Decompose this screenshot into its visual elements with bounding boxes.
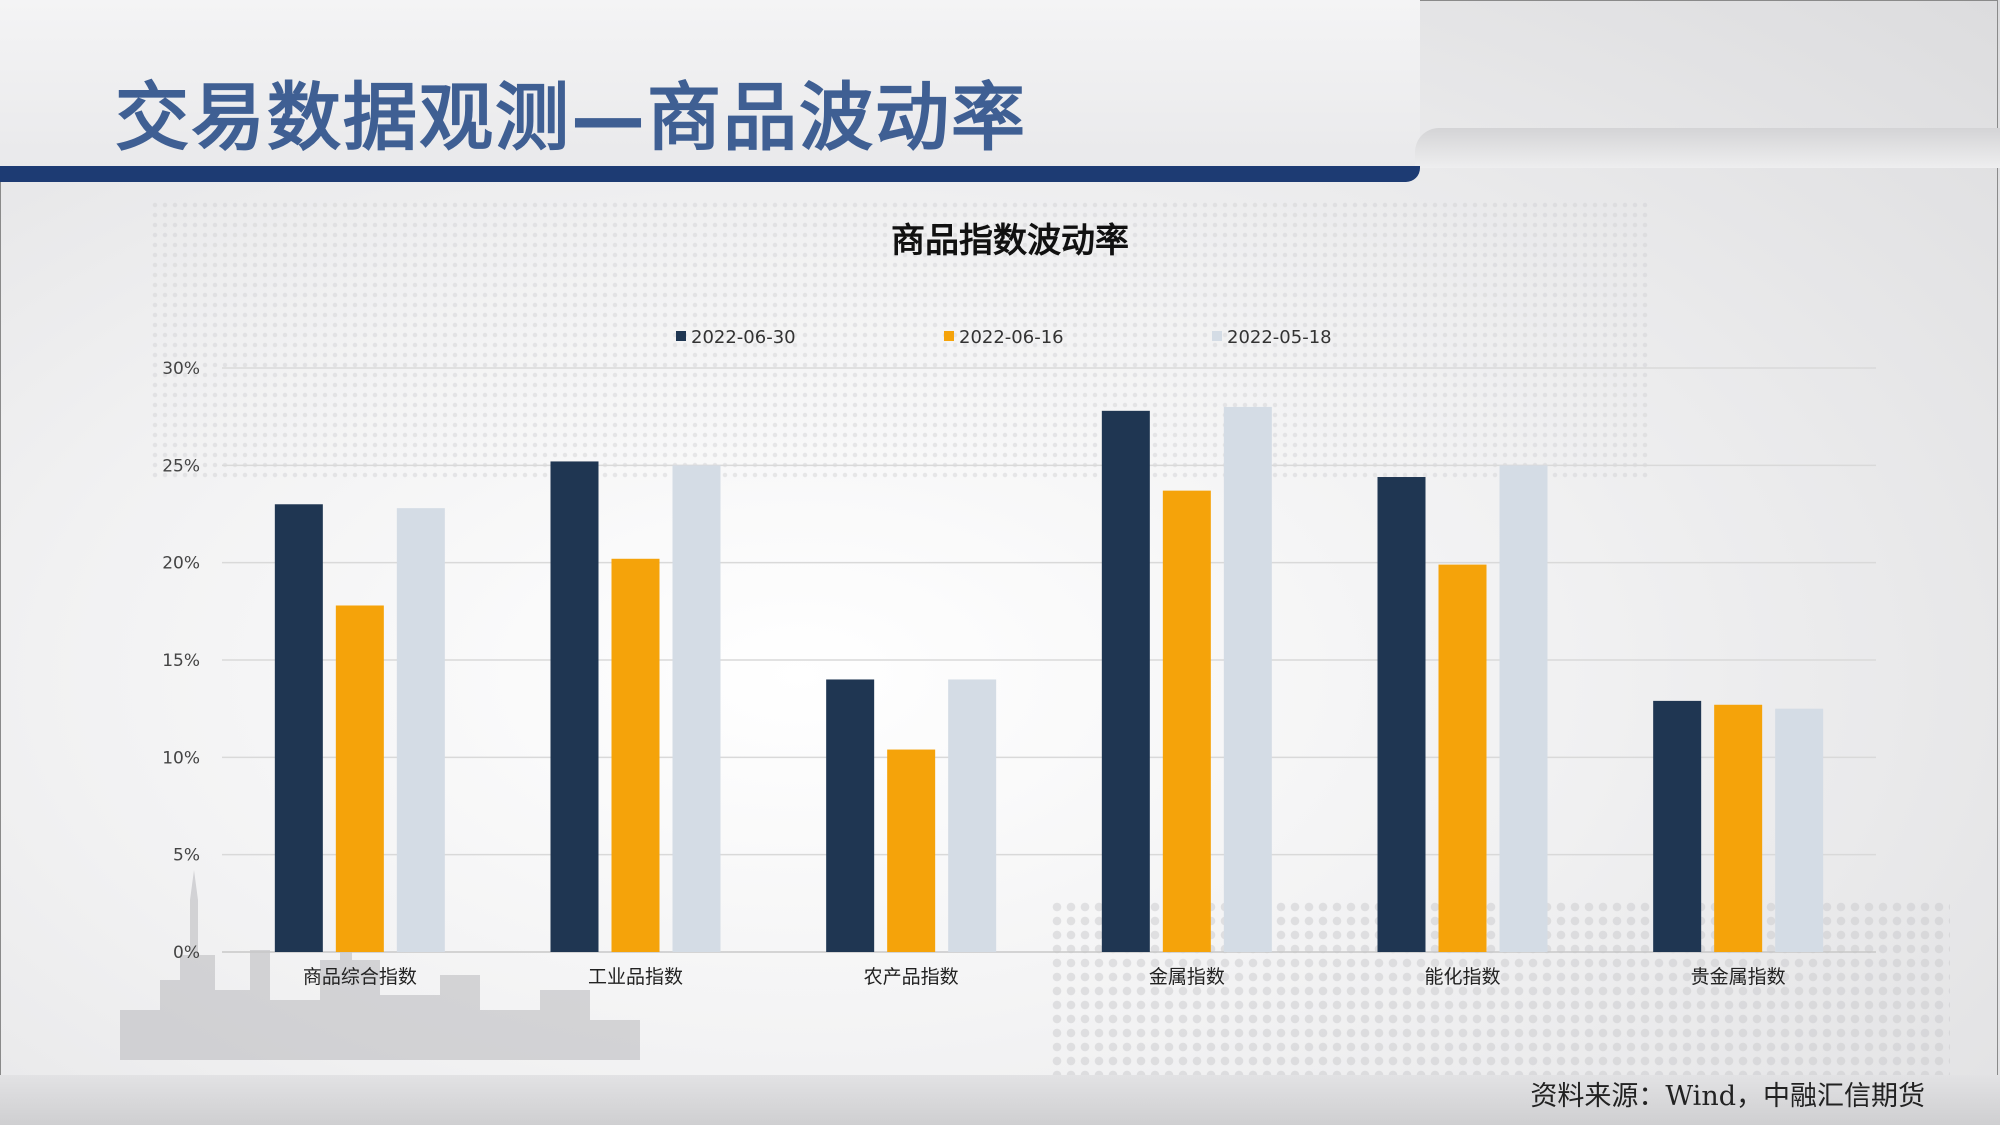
chart-bars <box>274 406 1824 952</box>
bar-2022-06-30 <box>826 679 875 952</box>
legend-label: 2022-06-16 <box>959 327 1064 348</box>
bar-2022-05-18 <box>396 508 445 952</box>
legend-swatch <box>676 331 686 341</box>
y-tick-label: 25% <box>162 456 200 476</box>
page-title: 交易数据观测—商品波动率 <box>115 75 1027 161</box>
x-tick-label: 农产品指数 <box>864 966 959 988</box>
y-tick-label: 0% <box>173 943 200 963</box>
y-tick-label: 10% <box>162 748 200 768</box>
x-tick-label: 能化指数 <box>1424 966 1500 988</box>
legend-swatch <box>944 331 954 341</box>
bar-2022-06-30 <box>1653 700 1702 952</box>
y-tick-label: 15% <box>162 651 200 671</box>
bar-2022-06-16 <box>335 605 384 952</box>
header-band <box>0 0 1420 168</box>
bar-2022-06-16 <box>887 749 936 952</box>
x-tick-label: 商品综合指数 <box>303 966 417 988</box>
legend-label: 2022-05-18 <box>1227 327 1332 348</box>
city-skyline-decoration <box>120 870 640 1060</box>
bar-2022-06-30 <box>1101 410 1150 952</box>
bar-2022-05-18 <box>1775 708 1824 952</box>
y-tick-label: 5% <box>173 846 200 866</box>
bar-2022-06-16 <box>1162 490 1211 952</box>
footer-band <box>0 1075 2000 1125</box>
bar-2022-06-16 <box>1438 564 1487 952</box>
bar-2022-06-30 <box>550 461 599 952</box>
chart-gridlines <box>222 367 1876 953</box>
bar-2022-05-18 <box>948 679 997 952</box>
x-tick-label: 工业品指数 <box>588 966 683 988</box>
header-accent-light <box>1415 128 2000 168</box>
legend-label: 2022-06-30 <box>691 327 796 348</box>
chart-legend: 2022-06-30 2022-06-16 2022-05-18 <box>676 327 1332 348</box>
bar-2022-06-16 <box>1714 704 1763 952</box>
y-axis: 0% 5% 10% 15% 20% 25% 30% <box>162 359 200 963</box>
bar-2022-05-18 <box>672 465 721 952</box>
x-tick-label: 金属指数 <box>1149 966 1225 988</box>
bar-2022-05-18 <box>1223 406 1272 952</box>
y-tick-label: 30% <box>162 359 200 379</box>
chart-title: 商品指数波动率 <box>891 221 1129 261</box>
bar-2022-05-18 <box>1499 465 1548 952</box>
x-axis: 商品综合指数 工业品指数 农产品指数 金属指数 能化指数 贵金属指数 <box>303 966 1786 988</box>
source-note: 资料来源：Wind，中融汇信期货 <box>1530 1081 1925 1112</box>
y-tick-label: 20% <box>162 554 200 574</box>
header-rule <box>0 166 1420 182</box>
x-tick-label: 贵金属指数 <box>1691 966 1786 988</box>
world-map-dots-decoration <box>150 200 1650 480</box>
legend-swatch <box>1212 331 1222 341</box>
bar-2022-06-30 <box>1377 477 1426 952</box>
bar-2022-06-30 <box>274 504 323 952</box>
bar-2022-06-16 <box>611 558 660 952</box>
